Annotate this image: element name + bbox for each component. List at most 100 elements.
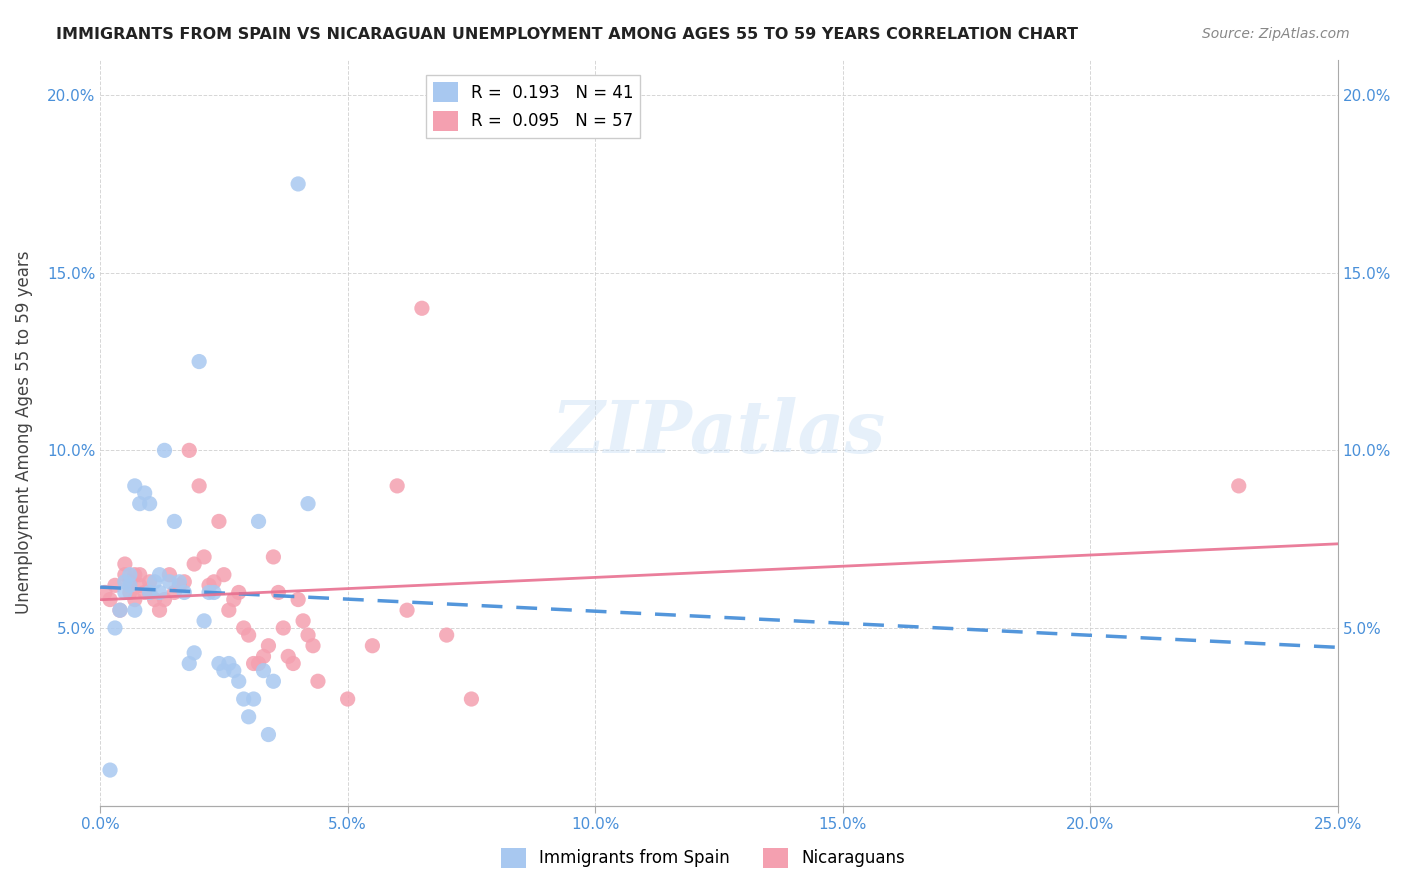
Point [460, 692, 482, 706]
Legend: R =  0.193   N = 41, R =  0.095   N = 57: R = 0.193 N = 41, R = 0.095 N = 57 [426, 76, 640, 137]
Point [153, 592, 176, 607]
Point [193, 614, 215, 628]
Point [247, 515, 270, 529]
Point [297, 628, 319, 642]
Point [138, 585, 160, 599]
Point [138, 574, 160, 589]
Point [104, 621, 127, 635]
Point [148, 585, 170, 599]
Text: IMMIGRANTS FROM SPAIN VS NICARAGUAN UNEMPLOYMENT AMONG AGES 55 TO 59 YEARS CORRE: IMMIGRANTS FROM SPAIN VS NICARAGUAN UNEM… [56, 27, 1078, 42]
Point [148, 603, 170, 617]
Point [118, 585, 141, 599]
Point [153, 443, 176, 458]
Point [169, 574, 191, 589]
Point [114, 567, 136, 582]
Point [188, 479, 211, 493]
Point [361, 639, 384, 653]
Point [222, 664, 245, 678]
Point [208, 657, 231, 671]
Point [114, 585, 136, 599]
Point [307, 674, 329, 689]
Point [271, 621, 294, 635]
Point [124, 592, 146, 607]
Point [385, 479, 408, 493]
Point [134, 486, 156, 500]
Point [128, 578, 150, 592]
Point [228, 674, 250, 689]
Point [118, 567, 141, 582]
Point [287, 592, 309, 607]
Legend: Immigrants from Spain, Nicaraguans: Immigrants from Spain, Nicaraguans [494, 841, 912, 875]
Point [179, 657, 201, 671]
Point [252, 649, 274, 664]
Point [242, 692, 264, 706]
Point [163, 515, 186, 529]
Point [173, 585, 195, 599]
Point [411, 301, 433, 316]
Point [287, 177, 309, 191]
Point [124, 479, 146, 493]
Point [138, 585, 160, 599]
Point [134, 585, 156, 599]
Point [238, 710, 260, 724]
Point [212, 664, 235, 678]
Point [257, 727, 280, 741]
Point [252, 664, 274, 678]
Point [108, 603, 131, 617]
Point [159, 567, 181, 582]
Point [238, 628, 260, 642]
Point [128, 497, 150, 511]
Point [143, 574, 166, 589]
Text: ZIPatlas: ZIPatlas [553, 397, 886, 468]
Point [202, 585, 225, 599]
Point [262, 674, 284, 689]
Point [232, 692, 254, 706]
Point [218, 657, 240, 671]
Point [128, 567, 150, 582]
Point [193, 549, 215, 564]
Point [94, 585, 117, 599]
Point [198, 578, 221, 592]
Point [222, 592, 245, 607]
Point [1227, 479, 1250, 493]
Point [247, 657, 270, 671]
Point [148, 567, 170, 582]
Point [163, 585, 186, 599]
Point [212, 567, 235, 582]
Point [267, 585, 290, 599]
Point [336, 692, 359, 706]
Y-axis label: Unemployment Among Ages 55 to 59 years: Unemployment Among Ages 55 to 59 years [15, 251, 32, 615]
Text: Source: ZipAtlas.com: Source: ZipAtlas.com [1202, 27, 1350, 41]
Point [183, 646, 205, 660]
Point [169, 578, 191, 592]
Point [118, 578, 141, 592]
Point [124, 603, 146, 617]
Point [183, 557, 205, 571]
Point [232, 621, 254, 635]
Point [104, 578, 127, 592]
Point [257, 639, 280, 653]
Point [98, 592, 121, 607]
Point [179, 443, 201, 458]
Point [173, 574, 195, 589]
Point [277, 649, 299, 664]
Point [436, 628, 458, 642]
Point [138, 497, 160, 511]
Point [228, 585, 250, 599]
Point [114, 574, 136, 589]
Point [218, 603, 240, 617]
Point [188, 354, 211, 368]
Point [283, 657, 305, 671]
Point [297, 497, 319, 511]
Point [292, 614, 315, 628]
Point [108, 603, 131, 617]
Point [262, 549, 284, 564]
Point [208, 515, 231, 529]
Point [159, 574, 181, 589]
Point [98, 763, 121, 777]
Point [242, 657, 264, 671]
Point [143, 592, 166, 607]
Point [202, 574, 225, 589]
Point [118, 574, 141, 589]
Point [198, 585, 221, 599]
